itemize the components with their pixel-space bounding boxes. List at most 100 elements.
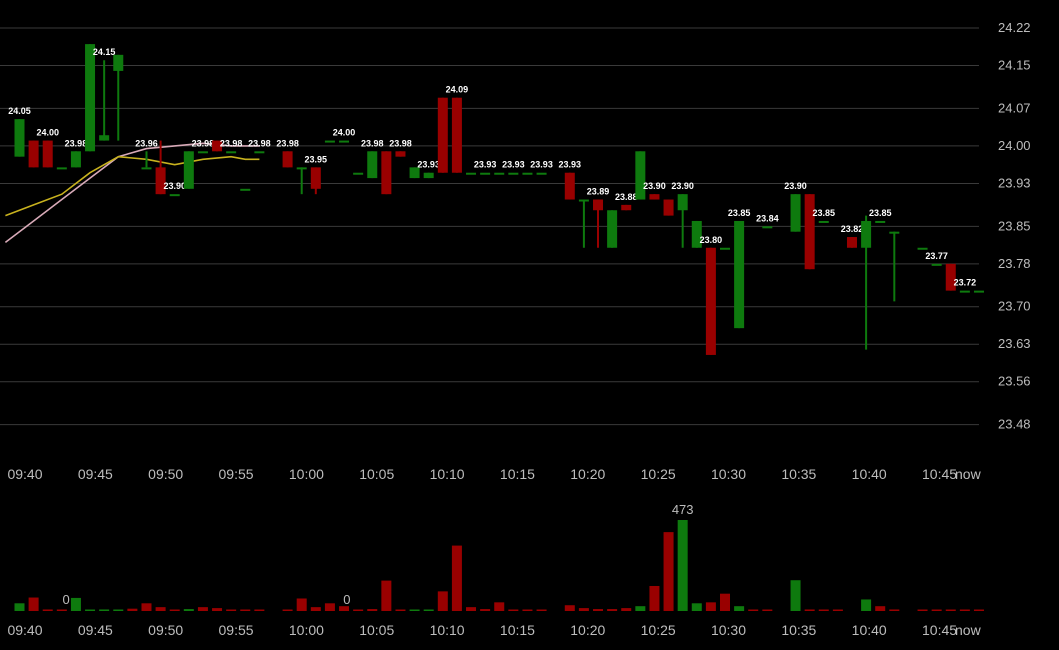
candle-price-label: 23.93 bbox=[502, 160, 525, 170]
volume-bar-down bbox=[818, 609, 829, 611]
y-tick-label: 24.00 bbox=[998, 138, 1031, 153]
candle-down bbox=[621, 204, 632, 211]
volume-bar-down bbox=[945, 609, 956, 611]
candle-up bbox=[720, 247, 730, 250]
volume-bar-down bbox=[621, 608, 632, 611]
candle-price-label: 23.98 bbox=[65, 138, 88, 148]
volume-x-tick-label: 10:35 bbox=[781, 622, 816, 638]
candle-up bbox=[889, 231, 900, 234]
volume-bar-down bbox=[395, 609, 406, 611]
volume-bar-up bbox=[14, 603, 25, 611]
candle-down bbox=[395, 151, 406, 157]
y-tick-label: 24.22 bbox=[998, 20, 1031, 35]
candle-price-label: 23.90 bbox=[643, 181, 666, 191]
candle-up bbox=[183, 151, 194, 189]
volume-x-tick-label: 10:15 bbox=[500, 622, 535, 638]
volume-bar-down bbox=[155, 607, 166, 611]
candle-up bbox=[353, 172, 364, 175]
candle-down bbox=[705, 247, 716, 355]
x-tick-label: 10:10 bbox=[430, 466, 465, 482]
volume-bar-down bbox=[832, 609, 843, 611]
candle-up bbox=[522, 172, 533, 175]
volume-x-tick-label: now bbox=[955, 622, 982, 638]
candle-up bbox=[677, 194, 688, 211]
volume-bar-down bbox=[536, 609, 547, 611]
candle-up bbox=[296, 167, 307, 170]
candle-price-label: 23.90 bbox=[671, 181, 694, 191]
volume-bar-down bbox=[973, 609, 984, 611]
candle-price-label: 23.98 bbox=[361, 138, 384, 148]
y-tick-label: 23.70 bbox=[998, 299, 1031, 314]
volume-bar-down bbox=[578, 608, 589, 611]
volume-bar-up bbox=[423, 609, 434, 611]
volume-bar-down bbox=[437, 591, 448, 611]
y-tick-label: 23.78 bbox=[998, 256, 1031, 271]
candle-up bbox=[578, 199, 589, 202]
volume-bar-down bbox=[607, 609, 618, 611]
candle-price-label: 23.84 bbox=[756, 213, 779, 223]
candle-up bbox=[973, 290, 984, 293]
candle-up bbox=[85, 44, 96, 152]
volume-bar-down bbox=[254, 609, 265, 611]
candle-up bbox=[861, 220, 872, 248]
candle-up bbox=[480, 172, 491, 175]
volume-bar-down bbox=[28, 597, 39, 611]
candle-up bbox=[508, 172, 519, 175]
x-tick-label: 10:30 bbox=[711, 466, 746, 482]
volume-bar-up bbox=[99, 609, 110, 611]
y-tick-label: 23.85 bbox=[998, 218, 1031, 233]
candle-up bbox=[931, 263, 942, 266]
volume-x-tick-label: 09:55 bbox=[219, 622, 254, 638]
candle-down bbox=[437, 97, 448, 173]
candle-down bbox=[155, 167, 166, 195]
volume-x-tick-label: 10:10 bbox=[430, 622, 465, 638]
candle-price-label: 23.88 bbox=[615, 192, 638, 202]
candle-up bbox=[875, 220, 886, 223]
candle-price-label: 23.93 bbox=[474, 160, 497, 170]
y-tick-label: 24.07 bbox=[998, 100, 1031, 115]
volume-bar-up bbox=[85, 609, 96, 611]
volume-annotation: 473 bbox=[672, 502, 694, 517]
x-tick-label: 09:50 bbox=[148, 466, 183, 482]
candle-up bbox=[70, 151, 81, 168]
candle-price-label: 23.98 bbox=[192, 138, 215, 148]
volume-annotation: 0 bbox=[62, 592, 69, 607]
candle-up bbox=[466, 172, 477, 175]
volume-x-tick-label: 10:30 bbox=[711, 622, 746, 638]
x-tick-label: 10:25 bbox=[641, 466, 676, 482]
candle-up bbox=[113, 54, 124, 71]
volume-bar-up bbox=[113, 609, 124, 611]
volume-annotation: 0 bbox=[343, 592, 350, 607]
volume-bar-down bbox=[367, 609, 378, 611]
candle-price-label: 23.85 bbox=[813, 208, 836, 218]
candle-price-label: 23.89 bbox=[587, 187, 610, 197]
volume-bar-down bbox=[931, 609, 942, 611]
candle-price-label: 24.00 bbox=[333, 128, 356, 138]
candle-price-label: 23.80 bbox=[700, 235, 723, 245]
candle-price-label: 24.05 bbox=[8, 106, 31, 116]
volume-x-tick-label: 10:40 bbox=[852, 622, 887, 638]
candle-up bbox=[734, 220, 745, 329]
volume-bar-down bbox=[480, 609, 491, 611]
x-tick-label: 09:40 bbox=[7, 466, 42, 482]
volume-bar-up bbox=[734, 606, 745, 611]
candle-up bbox=[56, 167, 67, 170]
candle-price-label: 23.85 bbox=[728, 208, 751, 218]
candle-down bbox=[28, 140, 39, 168]
volume-x-tick-label: 10:20 bbox=[570, 622, 605, 638]
volume-bar-down bbox=[705, 602, 716, 611]
candle-down bbox=[310, 167, 321, 189]
candle-up bbox=[141, 167, 152, 170]
x-tick-label: 10:40 bbox=[852, 466, 887, 482]
x-tick-label: 10:35 bbox=[781, 466, 816, 482]
candle-price-label: 24.15 bbox=[93, 47, 116, 57]
volume-bar-down bbox=[141, 603, 152, 611]
volume-bar-down bbox=[339, 606, 350, 611]
candle-up bbox=[254, 151, 265, 154]
candle-price-label: 23.98 bbox=[248, 138, 271, 148]
volume-bar-up bbox=[635, 606, 646, 611]
candle-price-label: 23.98 bbox=[276, 138, 299, 148]
y-tick-label: 23.48 bbox=[998, 417, 1031, 432]
volume-bar-down bbox=[889, 609, 900, 611]
candle-up bbox=[917, 247, 928, 250]
